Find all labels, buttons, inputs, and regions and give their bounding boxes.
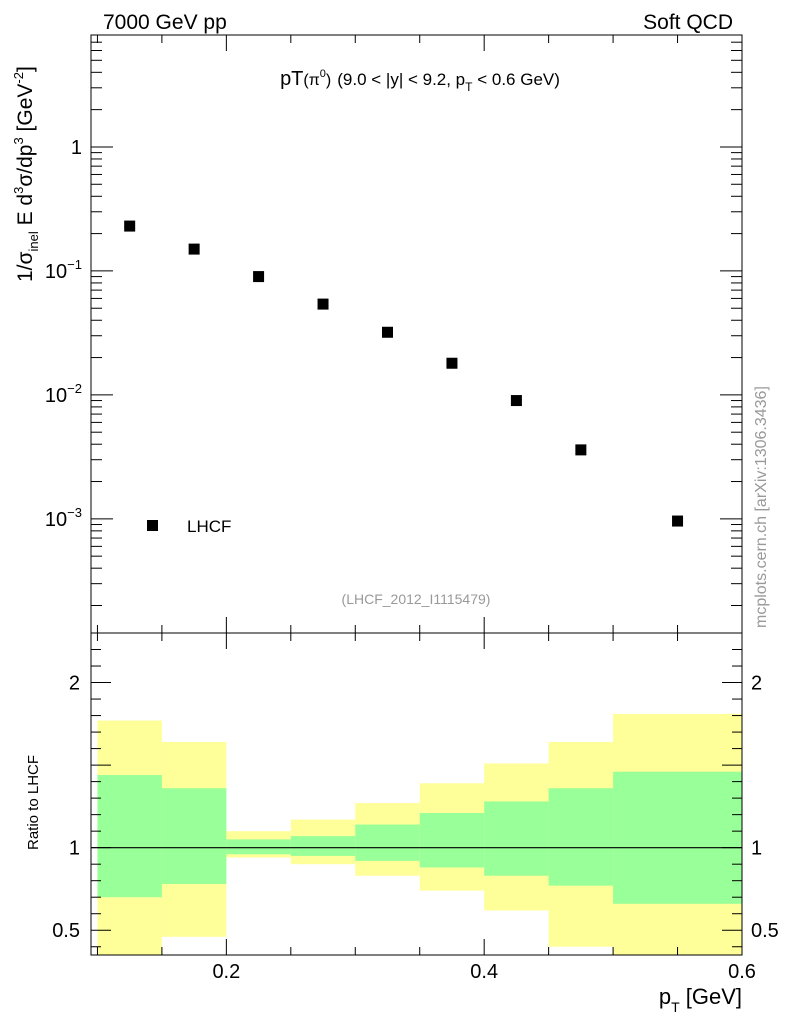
ratio-band-green-8 xyxy=(613,771,742,904)
ratio-band-green-7 xyxy=(548,788,614,886)
ratio-ytick-label-left-0: 2 xyxy=(69,673,80,695)
ratio-frame xyxy=(90,632,743,956)
main-axis-ticks xyxy=(91,34,743,633)
side-source-label: mcplots.cern.ch [arXiv:1306.3436] xyxy=(753,386,770,628)
ratio-ytick-labels: 2 2 1 1 0.5 0.5 xyxy=(52,673,779,943)
legend-label: LHCF xyxy=(187,517,231,536)
ratio-xtick-label-0: 0.2 xyxy=(212,961,240,983)
data-point-1 xyxy=(188,243,200,255)
ratio-band-green-6 xyxy=(484,801,549,876)
title-cut-sub: T xyxy=(465,80,473,94)
data-point-5 xyxy=(446,357,458,369)
main-title: pT(π0) (9.0 < |y| < 9.2, pT < 0.6 GeV) xyxy=(280,68,560,94)
ylabel-sup2: 3 xyxy=(11,137,26,144)
ylabel-sup3: -2 xyxy=(11,72,26,84)
main-ytick-label-3: 10−3 xyxy=(45,505,82,531)
ratio-band-green-4 xyxy=(355,824,420,861)
title-particle: π xyxy=(309,72,320,89)
ylabel-p5: ] xyxy=(14,66,37,72)
ratio-xtick-label-2: 0.6 xyxy=(728,961,756,983)
header-energy: 7000 GeV pp xyxy=(103,11,227,34)
ylabel-p2: E d xyxy=(14,194,37,231)
ratio-band-green-0 xyxy=(97,775,162,898)
main-ytick-label-1: 10−1 xyxy=(45,257,82,283)
data-point-7 xyxy=(575,444,587,456)
ylabel-p4: [GeV xyxy=(14,84,37,138)
ratio-ytick-label-left-2: 0.5 xyxy=(52,920,80,942)
title-paren-close: ) xyxy=(326,72,331,89)
legend-marker xyxy=(147,520,158,531)
title-paren-open: ( xyxy=(303,72,309,89)
title-particle-sup: 0 xyxy=(320,68,326,80)
xlabel-sub: T xyxy=(671,999,680,1015)
title-prefix: pT xyxy=(280,68,303,90)
ratio-band-green-2 xyxy=(226,839,291,855)
ylabel-sup1: 3 xyxy=(11,187,26,194)
ratio-ylabel: Ratio to LHCF xyxy=(25,755,42,850)
ratio-xtick-labels: 0.2 0.4 0.6 xyxy=(212,961,755,983)
data-point-2 xyxy=(253,271,265,283)
title-cut-b: < 0.6 GeV) xyxy=(473,70,560,89)
ratio-ytick-label-right-0: 2 xyxy=(751,673,762,695)
main-ytick-labels: 1 10−1 10−2 10−3 xyxy=(45,137,82,531)
data-point-8 xyxy=(672,515,684,527)
ratio-xlabel: pT [GeV] xyxy=(659,984,742,1015)
ratio-bands xyxy=(97,713,742,955)
ratio-ytick-label-right-2: 0.5 xyxy=(751,920,779,942)
ratio-band-green-5 xyxy=(419,812,485,868)
analysis-annotation: (LHCF_2012_I1115479) xyxy=(342,591,491,607)
data-point-0 xyxy=(124,220,136,232)
xlabel-main: p xyxy=(659,984,671,1009)
ylabel-p3: σ/dp xyxy=(14,145,37,187)
data-point-6 xyxy=(510,395,522,407)
data-point-3 xyxy=(317,298,329,310)
main-ylabel: 1/σinel E d3σ/dp3 [GeV-2] xyxy=(11,66,41,282)
xlabel-unit: [GeV] xyxy=(680,984,742,1009)
ratio-xtick-label-1: 0.4 xyxy=(470,961,498,983)
main-ytick-label-0: 1 xyxy=(71,137,82,159)
ratio-band-green-1 xyxy=(161,788,227,884)
main-ytick-label-2: 10−2 xyxy=(45,381,82,407)
ratio-ytick-label-left-1: 1 xyxy=(69,838,80,860)
title-cut-a: (9.0 < |y| < 9.2, p xyxy=(337,70,465,89)
ratio-band-green-3 xyxy=(290,836,356,856)
data-point-4 xyxy=(381,326,393,338)
ylabel-p1: 1/σ xyxy=(14,251,37,282)
main-data-points xyxy=(124,220,684,527)
header-process: Soft QCD xyxy=(643,11,733,34)
main-frame xyxy=(90,34,743,634)
ylabel-sub1: inel xyxy=(26,231,41,251)
ratio-ytick-label-right-1: 1 xyxy=(751,838,762,860)
